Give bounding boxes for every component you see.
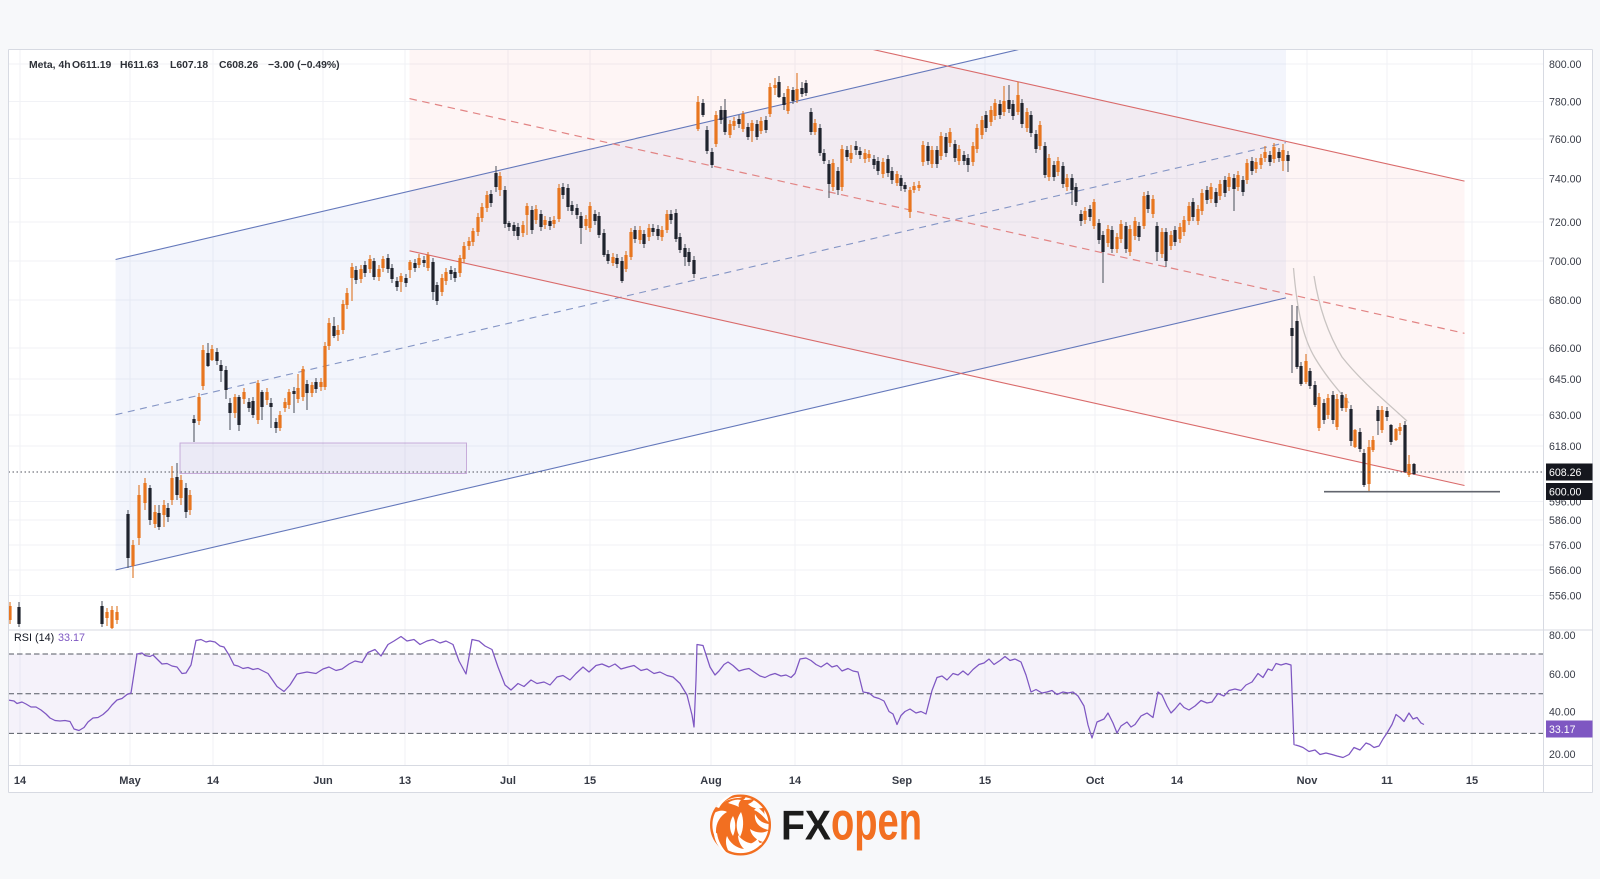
svg-text:760.00: 760.00	[1549, 134, 1582, 146]
svg-text:618.00: 618.00	[1549, 441, 1582, 453]
svg-text:40.00: 40.00	[1549, 706, 1576, 718]
svg-text:556.00: 556.00	[1549, 590, 1582, 602]
svg-text:14: 14	[789, 775, 802, 787]
svg-text:700.00: 700.00	[1549, 256, 1582, 268]
svg-text:Jun: Jun	[313, 775, 333, 787]
svg-text:RSI (14): RSI (14)	[14, 632, 54, 644]
svg-text:576.00: 576.00	[1549, 540, 1582, 552]
svg-text:60.00: 60.00	[1549, 669, 1576, 681]
svg-text:800.00: 800.00	[1549, 59, 1582, 71]
svg-text:15: 15	[1466, 775, 1478, 787]
svg-text:11: 11	[1381, 775, 1393, 787]
svg-text:608.26: 608.26	[1549, 467, 1582, 479]
svg-text:Aug: Aug	[700, 775, 721, 787]
svg-text:open: open	[831, 792, 922, 852]
svg-text:Jul: Jul	[500, 775, 516, 787]
svg-text:33.17: 33.17	[58, 632, 85, 644]
svg-text:O611.19: O611.19	[72, 60, 112, 71]
svg-text:May: May	[119, 775, 141, 787]
svg-text:L607.18: L607.18	[170, 60, 208, 71]
svg-text:FX: FX	[781, 802, 831, 849]
svg-text:20.00: 20.00	[1549, 749, 1576, 761]
svg-text:Oct: Oct	[1086, 775, 1105, 787]
svg-text:14: 14	[14, 775, 27, 787]
svg-text:600.00: 600.00	[1549, 487, 1582, 499]
svg-text:15: 15	[584, 775, 596, 787]
svg-text:680.00: 680.00	[1549, 295, 1582, 307]
svg-text:Nov: Nov	[1297, 775, 1319, 787]
svg-text:14: 14	[207, 775, 220, 787]
svg-text:15: 15	[979, 775, 991, 787]
svg-text:740.00: 740.00	[1549, 173, 1582, 185]
svg-text:780.00: 780.00	[1549, 96, 1582, 108]
svg-text:720.00: 720.00	[1549, 217, 1582, 229]
svg-text:−3.00 (−0.49%): −3.00 (−0.49%)	[268, 60, 340, 71]
svg-text:645.00: 645.00	[1549, 374, 1582, 386]
svg-text:13: 13	[399, 775, 411, 787]
svg-text:80.00: 80.00	[1549, 630, 1576, 642]
svg-text:660.00: 660.00	[1549, 343, 1582, 355]
svg-text:14: 14	[1171, 775, 1184, 787]
svg-text:Sep: Sep	[892, 775, 912, 787]
svg-text:Meta, 4h: Meta, 4h	[29, 60, 71, 71]
svg-text:586.00: 586.00	[1549, 515, 1582, 527]
svg-text:C608.26: C608.26	[219, 60, 259, 71]
svg-text:33.17: 33.17	[1549, 724, 1576, 736]
svg-text:566.00: 566.00	[1549, 565, 1582, 577]
svg-text:H611.63: H611.63	[120, 60, 159, 71]
svg-text:630.00: 630.00	[1549, 410, 1582, 422]
